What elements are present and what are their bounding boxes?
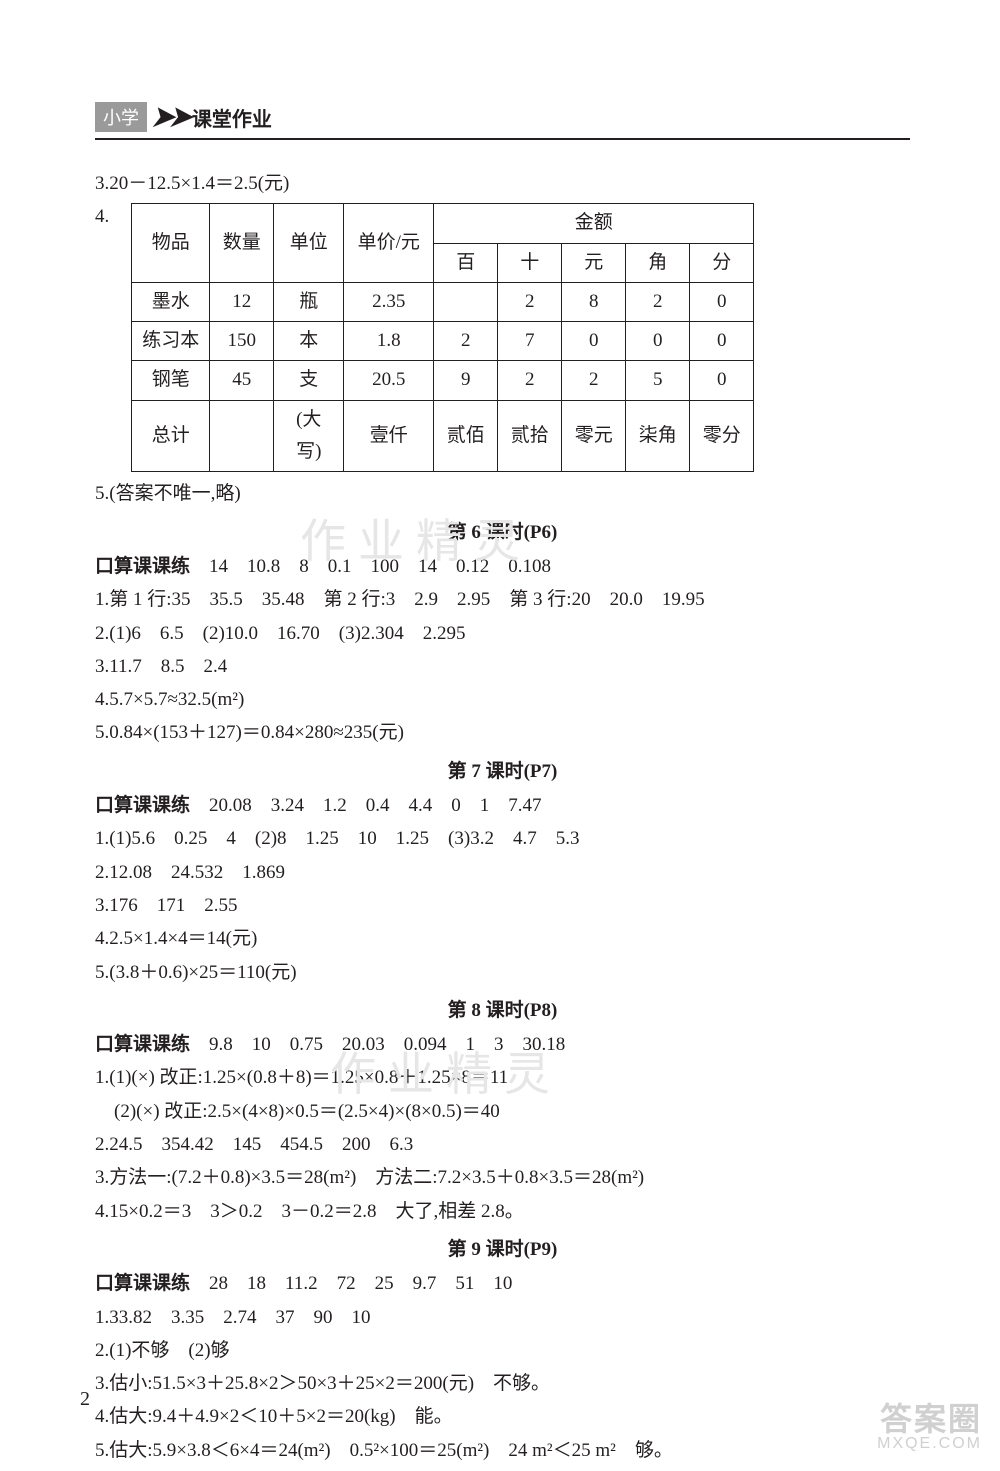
answer-line: 4.估大:9.4＋4.9×2＜10＋5×2＝20(kg) 能。 [95,1401,910,1433]
answer-line: 5.(答案不唯一,略) [95,478,910,510]
answer-line: 3.11.7 8.5 2.4 [95,651,910,683]
answer-line: 1.(1)(×) 改正:1.25×(0.8＋8)＝1.25×0.8＋1.25×8… [95,1062,910,1094]
answer-line: 2.(1)不够 (2)够 [95,1335,910,1367]
section-title: 第 7 课时(P7) [95,756,910,788]
answer-line: 口算课课练 28 18 11.2 72 25 9.7 51 10 [95,1268,910,1300]
chevron-icon: ➤➤ [151,100,186,134]
answer-line: 5.估大:5.9×3.8＜6×4＝24(m²) 0.5²×100＝25(m²) … [95,1435,910,1467]
answer-line: 1.第 1 行:35 35.5 35.48 第 2 行:3 2.9 2.95 第… [95,584,910,616]
th-amount: 金额 [434,204,754,243]
answer-line: 1.33.82 3.35 2.74 37 90 10 [95,1302,910,1334]
answer-line: 3.估小:51.5×3＋25.8×2＞50×3＋25×2＝200(元) 不够。 [95,1368,910,1400]
answer-line: 3.方法一:(7.2＋0.8)×3.5＝28(m²) 方法二:7.2×3.5＋0… [95,1162,910,1194]
th-jiao: 角 [626,243,690,282]
section-title: 第 9 课时(P9) [95,1234,910,1266]
page-number: 2 [80,1388,90,1411]
answer-line: 口算课课练 20.08 3.24 1.2 0.4 4.4 0 1 7.47 [95,790,910,822]
answer-line: 4.2.5×1.4×4＝14(元) [95,923,910,955]
answer-line: 3.176 171 2.55 [95,890,910,922]
answer-line: 2.(1)6 6.5 (2)10.0 16.70 (3)2.304 2.295 [95,618,910,650]
table-row: 钢笔45支20.592250 [132,361,754,400]
content-body: 3.20－12.5×1.4＝2.5(元) 4. 物品 数量 单位 单价/元 金额… [95,168,910,1467]
th-yuan: 元 [562,243,626,282]
th-item: 物品 [132,204,210,283]
answer-line: 2.24.5 354.42 145 454.5 200 6.3 [95,1129,910,1161]
watermark-line1: 答案圈 [877,1403,982,1437]
q4-label: 4. [95,201,109,233]
th-shi: 十 [498,243,562,282]
page-header: 小学 ➤➤ 课堂作业 [95,100,910,140]
purchase-table: 物品 数量 单位 单价/元 金额 百 十 元 角 分 墨水12瓶2.352820… [131,203,754,472]
answer-line: 1.(1)5.6 0.25 4 (2)8 1.25 10 1.25 (3)3.2… [95,823,910,855]
header-badge: 小学 [95,102,147,132]
th-unit: 单位 [274,204,344,283]
answer-line: 4.15×0.2＝3 3＞0.2 3－0.2＝2.8 大了,相差 2.8。 [95,1196,910,1228]
watermark-line2: MXQE.COM [877,1436,982,1453]
answer-line: 3.20－12.5×1.4＝2.5(元) [95,168,910,200]
section-title: 第 8 课时(P8) [95,995,910,1027]
answer-line: 口算课课练 9.8 10 0.75 20.03 0.094 1 3 30.18 [95,1029,910,1061]
answer-line: 4.5.7×5.7≈32.5(m²) [95,684,910,716]
th-fen: 分 [690,243,754,282]
answer-line: 5.(3.8＋0.6)×25＝110(元) [95,957,910,989]
table-row: 墨水12瓶2.352820 [132,282,754,321]
header-title: 课堂作业 [192,103,272,132]
answer-line: 2.12.08 24.532 1.869 [95,857,910,889]
answer-line: 5.0.84×(153＋127)＝0.84×280≈235(元) [95,717,910,749]
corner-watermark: 答案圈 MXQE.COM [877,1403,982,1453]
answer-line: 口算课课练 14 10.8 8 0.1 100 14 0.12 0.108 [95,551,910,583]
table-row: 练习本150本1.827000 [132,322,754,361]
th-bai: 百 [434,243,498,282]
th-price: 单价/元 [344,204,434,283]
th-qty: 数量 [210,204,274,283]
table-total-row: 总计 (大写) 壹仟 贰佰 贰拾 零元 柒角 零分 [132,400,754,472]
answer-line: (2)(×) 改正:2.5×(4×8)×0.5＝(2.5×4)×(8×0.5)＝… [95,1096,910,1128]
section-title: 第 6 课时(P6) [95,517,910,549]
